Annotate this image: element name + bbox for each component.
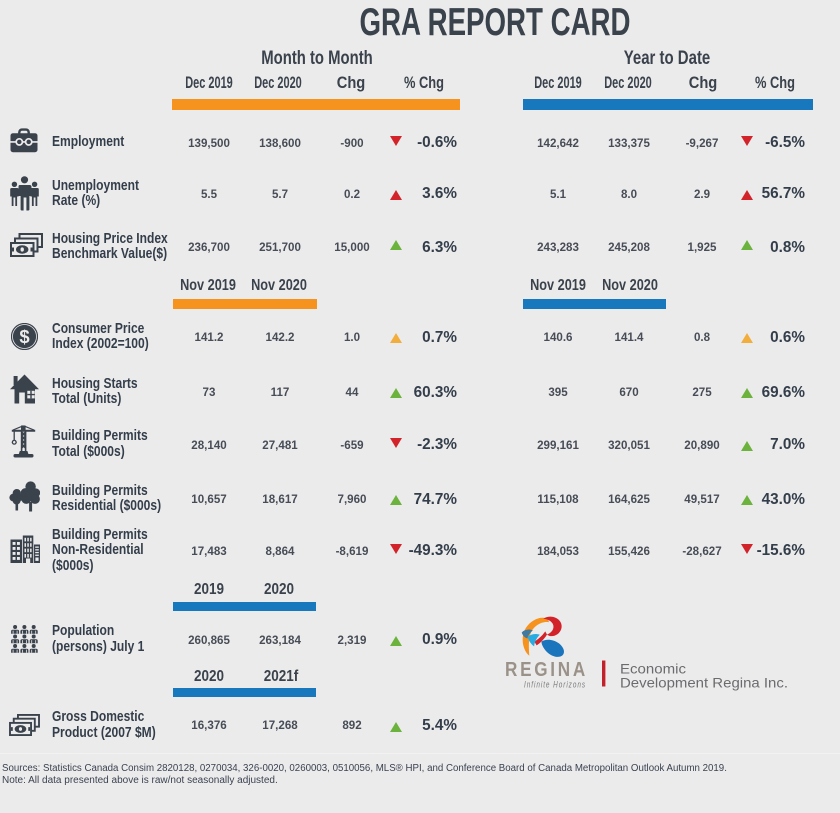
svg-text:Infinite Horizons: Infinite Horizons (524, 680, 586, 691)
svg-text:$: $ (19, 326, 30, 347)
svg-text:Development Regina Inc.: Development Regina Inc. (620, 676, 788, 691)
svg-text:REGINA: REGINA (505, 659, 588, 681)
svg-text:Economic: Economic (620, 662, 686, 677)
